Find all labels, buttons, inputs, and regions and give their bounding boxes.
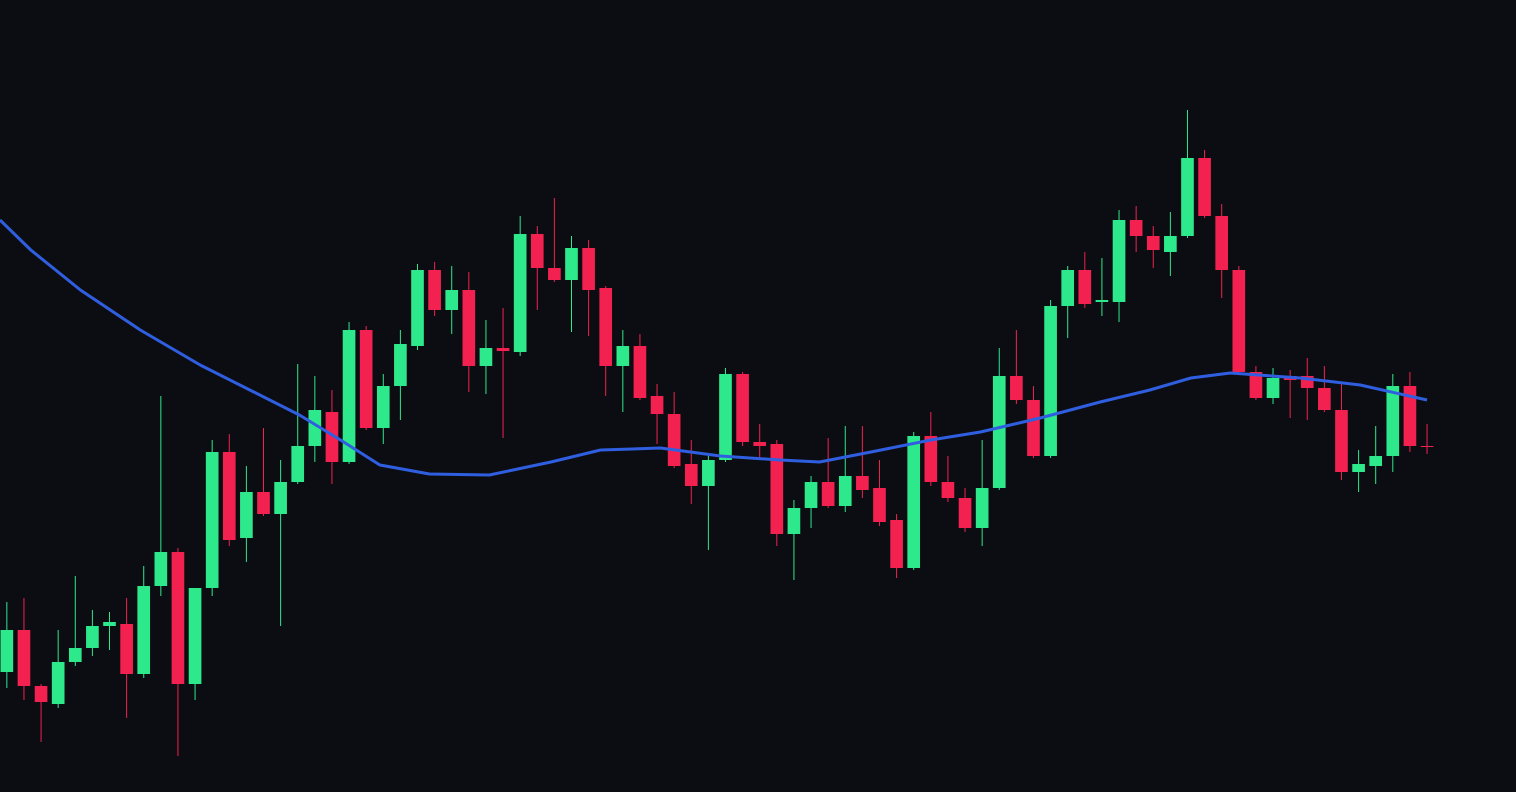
candle-body: [411, 270, 424, 346]
candle-body: [565, 248, 578, 280]
candle-body: [1010, 376, 1023, 400]
candle-body: [753, 442, 767, 446]
candle-body: [68, 648, 82, 662]
candle-body: [1215, 216, 1229, 270]
candle-body: [1318, 388, 1331, 410]
candle-body: [274, 482, 287, 514]
candle-body: [1420, 446, 1434, 447]
candle-body: [582, 248, 595, 290]
candle-body: [1335, 410, 1348, 472]
candle-body: [1181, 158, 1194, 236]
candle-body: [359, 330, 373, 428]
candle-body: [924, 436, 938, 482]
candle-body: [599, 288, 613, 366]
candle-body: [1027, 400, 1040, 456]
candle-body: [804, 482, 818, 508]
candle-body: [1078, 270, 1092, 304]
candle-body: [975, 488, 989, 528]
candle-body: [702, 460, 715, 486]
candle-body: [616, 346, 630, 366]
candle-body: [188, 588, 202, 684]
candle-body: [479, 348, 493, 366]
candle-body: [1061, 270, 1075, 306]
candle-body: [821, 482, 835, 506]
candle-body: [770, 444, 784, 534]
candle-body: [941, 482, 955, 498]
candle-body: [650, 396, 664, 414]
candle-body: [308, 410, 322, 446]
candle-body: [376, 386, 390, 428]
candle-body: [51, 662, 65, 704]
candle-body: [530, 234, 544, 268]
candle-body: [1044, 306, 1057, 456]
candle-body: [86, 626, 99, 648]
candle-body: [428, 270, 441, 310]
candle-body: [787, 508, 801, 534]
candle-body: [856, 476, 869, 490]
candle-body: [171, 552, 185, 684]
candle-body: [34, 686, 48, 702]
candle-body: [1146, 236, 1160, 250]
candle-body: [0, 630, 14, 672]
candle-body: [462, 290, 476, 366]
candle-body: [342, 330, 356, 462]
candle-body: [394, 344, 407, 386]
candle-body: [1369, 456, 1383, 466]
candle-body: [445, 290, 459, 310]
candle-body: [154, 552, 168, 586]
candle-body: [17, 630, 31, 686]
candle-body: [667, 414, 681, 466]
candle-body: [1386, 386, 1400, 456]
candle-body: [291, 446, 305, 482]
candle-body: [1164, 236, 1177, 252]
candle-body: [1403, 386, 1417, 446]
candle-body: [205, 452, 219, 588]
candle-body: [1095, 300, 1109, 302]
candle-body: [1352, 464, 1365, 472]
candle-body: [633, 346, 647, 398]
candle-body: [958, 498, 972, 528]
candle-body: [240, 492, 253, 538]
candle-body: [103, 622, 116, 626]
candle-body: [548, 268, 561, 280]
candle-body: [992, 376, 1006, 488]
candle-body: [838, 476, 852, 506]
candle-body: [325, 412, 339, 462]
candle-body: [257, 492, 270, 514]
candle-body: [1112, 220, 1126, 302]
candle-body: [1249, 372, 1263, 398]
candle-body: [1266, 378, 1280, 398]
candle-body: [890, 520, 903, 568]
candle-body: [684, 464, 698, 486]
candle-body: [1129, 220, 1143, 236]
candle-body: [513, 234, 527, 352]
candle-body: [736, 374, 749, 442]
candle-body: [719, 374, 732, 460]
candle-body: [137, 586, 151, 674]
candle-body: [1198, 158, 1211, 216]
candle-body: [1232, 270, 1246, 372]
candle-body: [222, 452, 236, 540]
candle-body: [496, 348, 510, 351]
candle-body: [907, 436, 921, 568]
candle-body: [120, 624, 133, 674]
moving-average-line: [0, 218, 1428, 477]
candle-body: [873, 488, 886, 522]
